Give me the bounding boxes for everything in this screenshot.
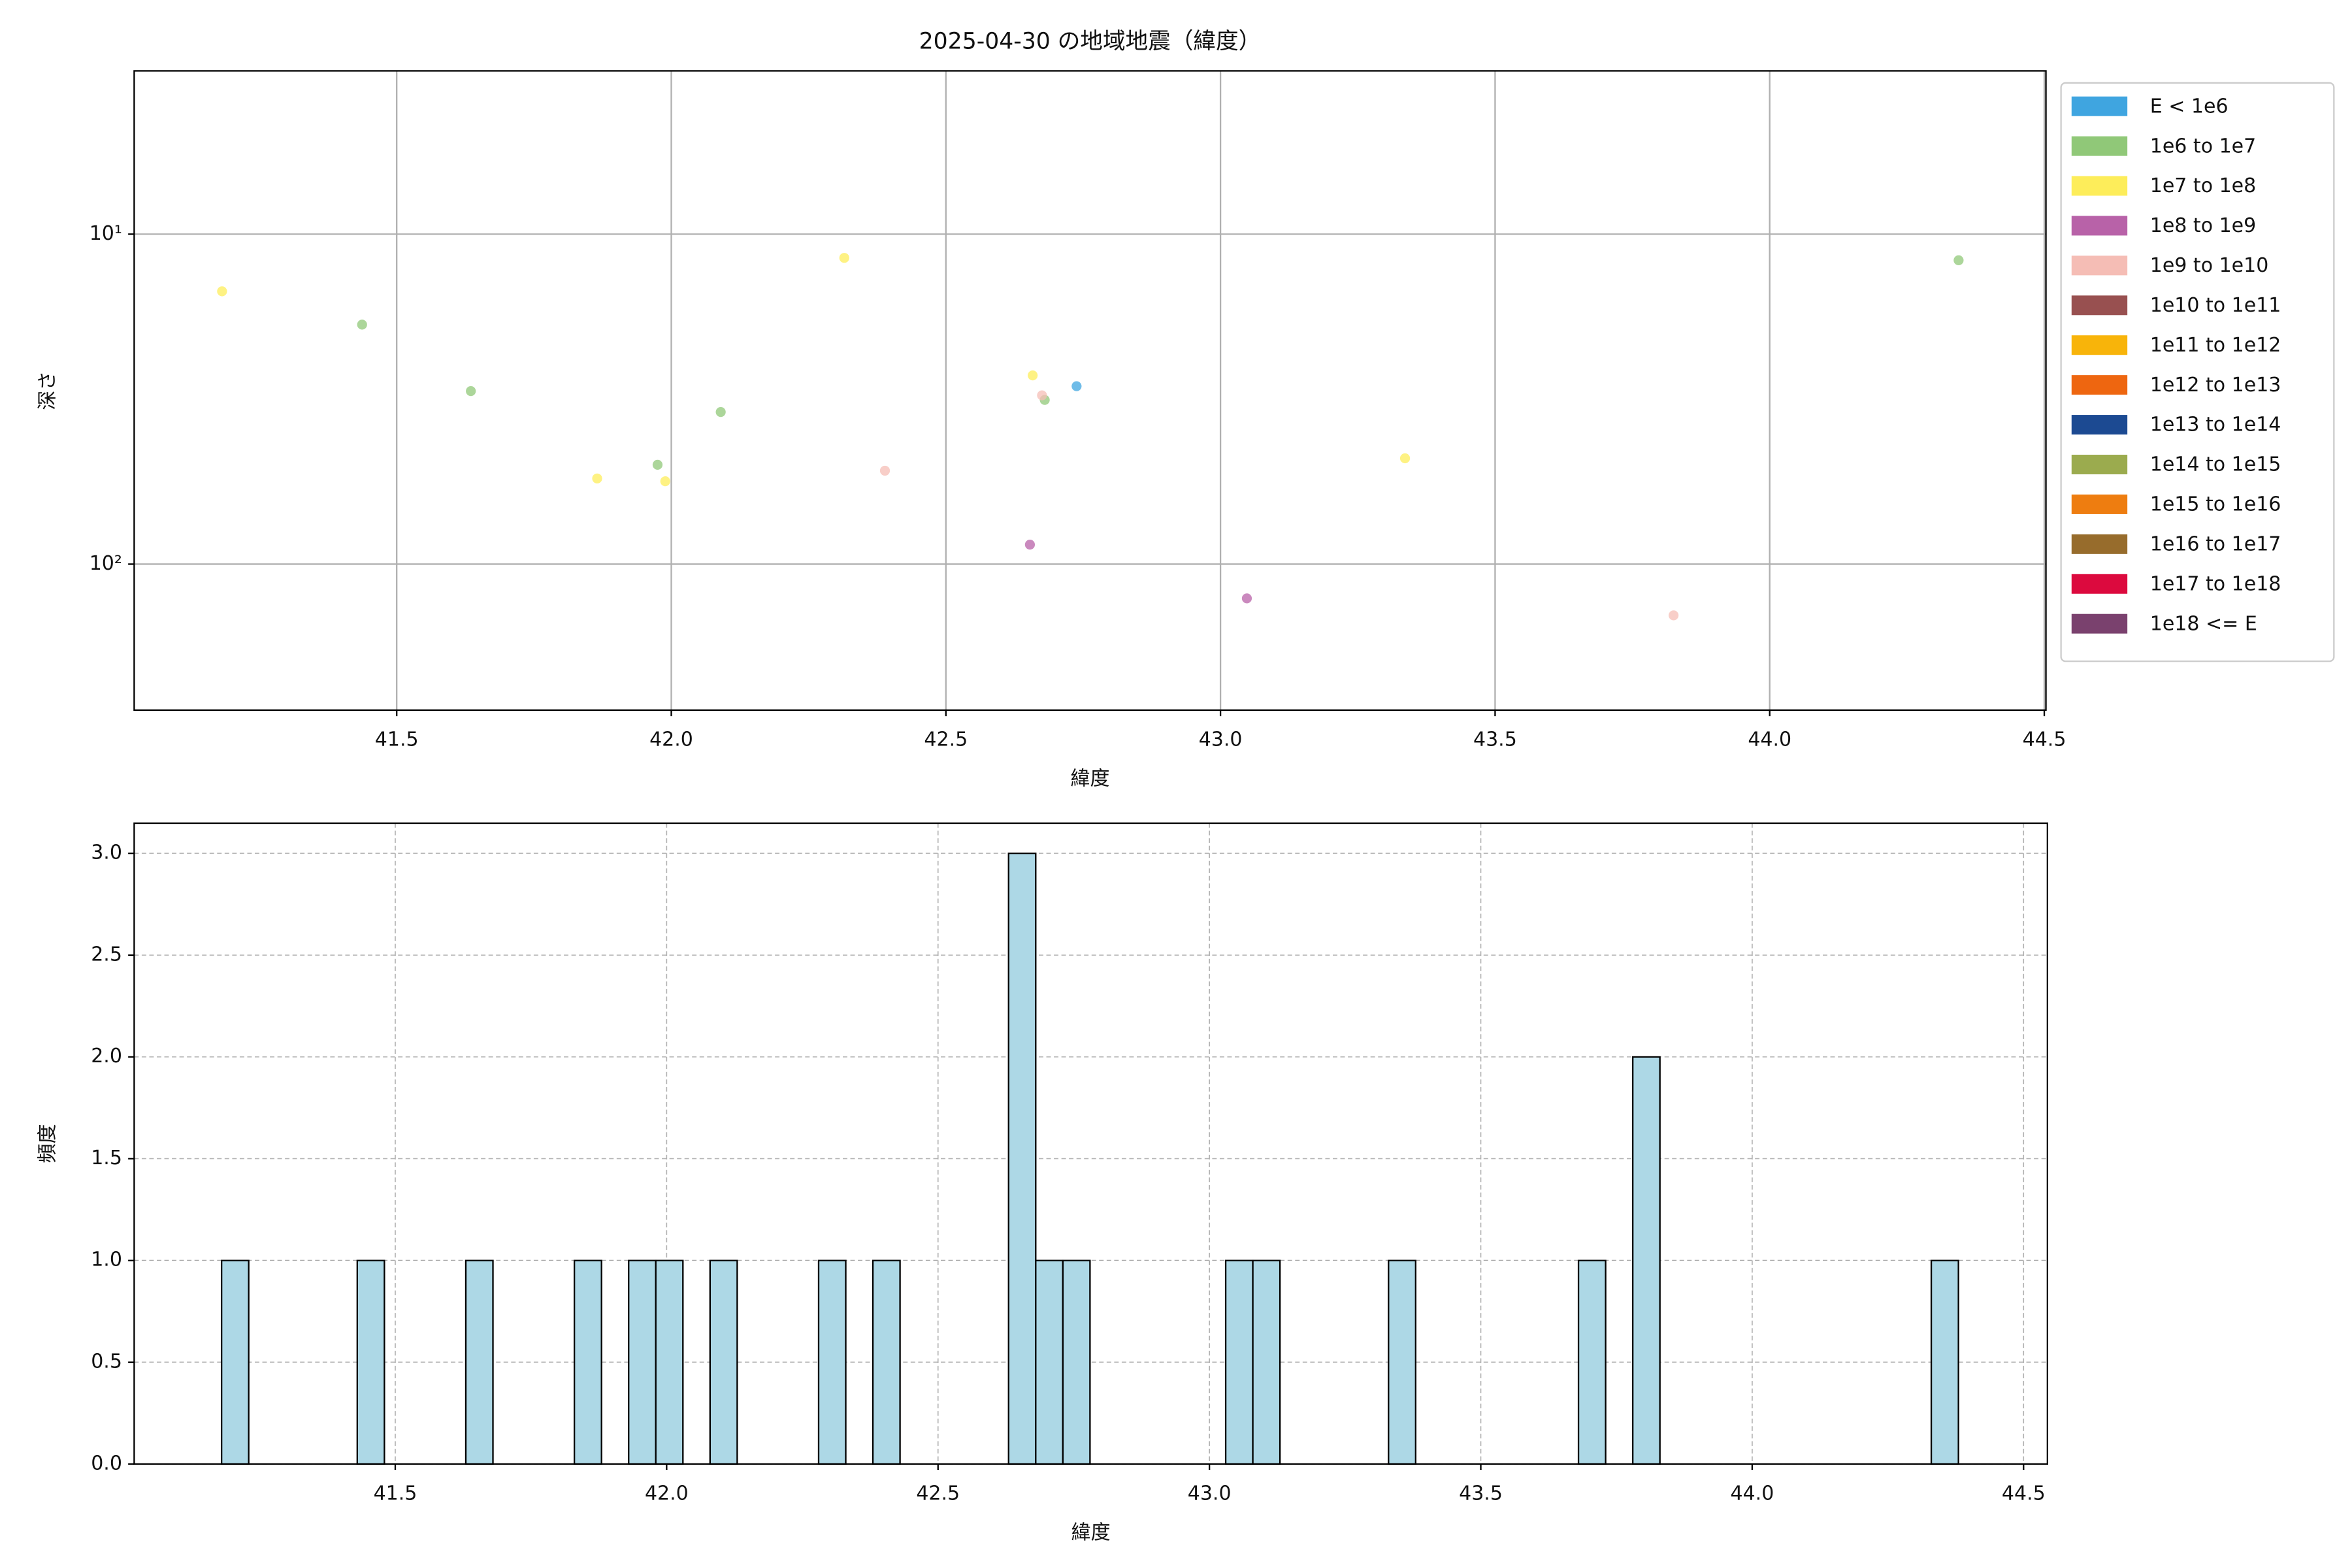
- scatter-point: [357, 319, 367, 330]
- legend-swatch: [2071, 415, 2128, 435]
- legend-label: 1e16 to 1e17: [2150, 533, 2281, 556]
- legend-label: E < 1e6: [2150, 95, 2229, 118]
- legend-label: 1e12 to 1e13: [2150, 374, 2281, 397]
- legend-swatch: [2071, 176, 2128, 196]
- x-tick-label: 42.0: [645, 1482, 689, 1505]
- scatter-point: [1024, 540, 1036, 550]
- x-tick-label: 44.0: [1731, 1482, 1774, 1505]
- histogram-bar: [1252, 1260, 1281, 1465]
- legend-swatch: [2071, 455, 2128, 474]
- legend-frame: [2060, 82, 2335, 662]
- histogram-bar: [1007, 852, 1037, 1465]
- y-tick-label: 3.0: [91, 841, 122, 864]
- scatter-point: [1953, 255, 1964, 265]
- histogram-bar: [817, 1260, 847, 1465]
- x-tick-label: 41.5: [374, 1482, 417, 1505]
- axes-frame: [133, 822, 2048, 1465]
- histogram-bar: [655, 1260, 684, 1465]
- scatter-point: [466, 386, 476, 397]
- scatter-point: [652, 459, 663, 470]
- histogram-bar: [1631, 1056, 1661, 1465]
- x-axis-label: 緯度: [1070, 768, 1109, 791]
- x-tick-label: 44.0: [1748, 728, 1791, 751]
- scatter-point: [1071, 381, 1082, 391]
- y-axis-label: 頻度: [36, 1124, 59, 1163]
- legend-label: 1e11 to 1e12: [2150, 334, 2281, 357]
- scatter-point: [660, 476, 670, 487]
- legend-swatch: [2071, 613, 2128, 634]
- legend-swatch: [2071, 255, 2128, 276]
- histogram-bar: [1035, 1260, 1064, 1465]
- legend-label: 1e7 to 1e8: [2150, 174, 2256, 197]
- legend-swatch: [2071, 335, 2128, 355]
- legend-label: 1e13 to 1e14: [2150, 414, 2281, 436]
- histogram-bar: [1224, 1260, 1254, 1465]
- legend-label: 1e18 <= E: [2150, 612, 2257, 635]
- legend-swatch: [2071, 295, 2128, 316]
- legend-swatch: [2071, 375, 2128, 395]
- histogram-bar: [872, 1260, 901, 1465]
- histogram-bar: [465, 1260, 494, 1465]
- y-tick-label: 0.0: [91, 1452, 122, 1475]
- histogram-bar: [573, 1260, 602, 1465]
- histogram-bar: [1062, 1260, 1091, 1465]
- y-tick-label: 2.5: [91, 943, 122, 966]
- legend-swatch: [2071, 96, 2128, 116]
- legend-label: 1e8 to 1e9: [2150, 214, 2256, 237]
- x-axis-label: 緯度: [1071, 1521, 1111, 1544]
- scatter-point: [1241, 593, 1252, 604]
- y-tick-label: 10¹: [90, 222, 122, 245]
- legend-label: 1e15 to 1e16: [2150, 493, 2281, 516]
- x-tick-label: 43.5: [1459, 1482, 1503, 1505]
- histogram-bar: [709, 1260, 738, 1465]
- legend-label: 1e9 to 1e10: [2150, 254, 2269, 277]
- legend-label: 1e17 to 1e18: [2150, 572, 2281, 595]
- scatter-point: [1668, 610, 1679, 621]
- legend: E < 1e6 1e6 to 1e7 1e7 to 1e8 1e8 to 1e9 1e9…: [2060, 82, 2335, 662]
- legend-swatch: [2071, 136, 2128, 156]
- x-tick-label: 44.5: [2002, 1482, 2046, 1505]
- scatter-point: [715, 407, 726, 417]
- histogram-bar: [356, 1260, 385, 1465]
- x-tick-label: 42.5: [924, 728, 968, 751]
- legend-label: 1e6 to 1e7: [2150, 135, 2256, 157]
- legend-swatch: [2071, 534, 2128, 554]
- y-axis-label: 深さ: [36, 371, 59, 410]
- x-tick-label: 43.0: [1188, 1482, 1232, 1505]
- histogram-bar: [1388, 1260, 1416, 1465]
- y-tick-label: 10²: [90, 552, 122, 575]
- scatter-point: [839, 253, 849, 263]
- scatter-point: [1028, 370, 1038, 381]
- y-tick-label: 1.0: [91, 1249, 122, 1271]
- x-tick-label: 41.5: [375, 728, 419, 751]
- scatter-point: [1399, 453, 1411, 464]
- legend-swatch: [2071, 216, 2128, 236]
- legend-label: 1e14 to 1e15: [2150, 453, 2281, 476]
- axes-frame: [133, 70, 2047, 711]
- histogram-bar: [220, 1260, 250, 1465]
- x-tick-label: 44.5: [2023, 728, 2066, 751]
- y-tick-label: 2.0: [91, 1045, 122, 1068]
- scatter-point: [217, 286, 227, 297]
- histogram-bar: [628, 1260, 657, 1465]
- legend-swatch: [2071, 574, 2128, 594]
- legend-swatch: [2071, 494, 2128, 514]
- y-tick-label: 0.5: [91, 1350, 122, 1373]
- x-tick-label: 43.5: [1473, 728, 1517, 751]
- legend-label: 1e10 to 1e11: [2150, 294, 2281, 317]
- x-tick-label: 42.0: [649, 728, 693, 751]
- y-tick-label: 1.5: [91, 1147, 122, 1169]
- histogram-bar: [1930, 1260, 1959, 1465]
- scatter-point: [879, 465, 890, 476]
- scatter-point: [592, 473, 602, 483]
- histogram-bar: [1577, 1260, 1607, 1465]
- x-tick-label: 42.5: [916, 1482, 960, 1505]
- chart-title: 2025-04-30 の地域地震（緯度）: [919, 29, 1262, 55]
- scatter-point: [1037, 390, 1047, 400]
- x-tick-label: 43.0: [1199, 728, 1243, 751]
